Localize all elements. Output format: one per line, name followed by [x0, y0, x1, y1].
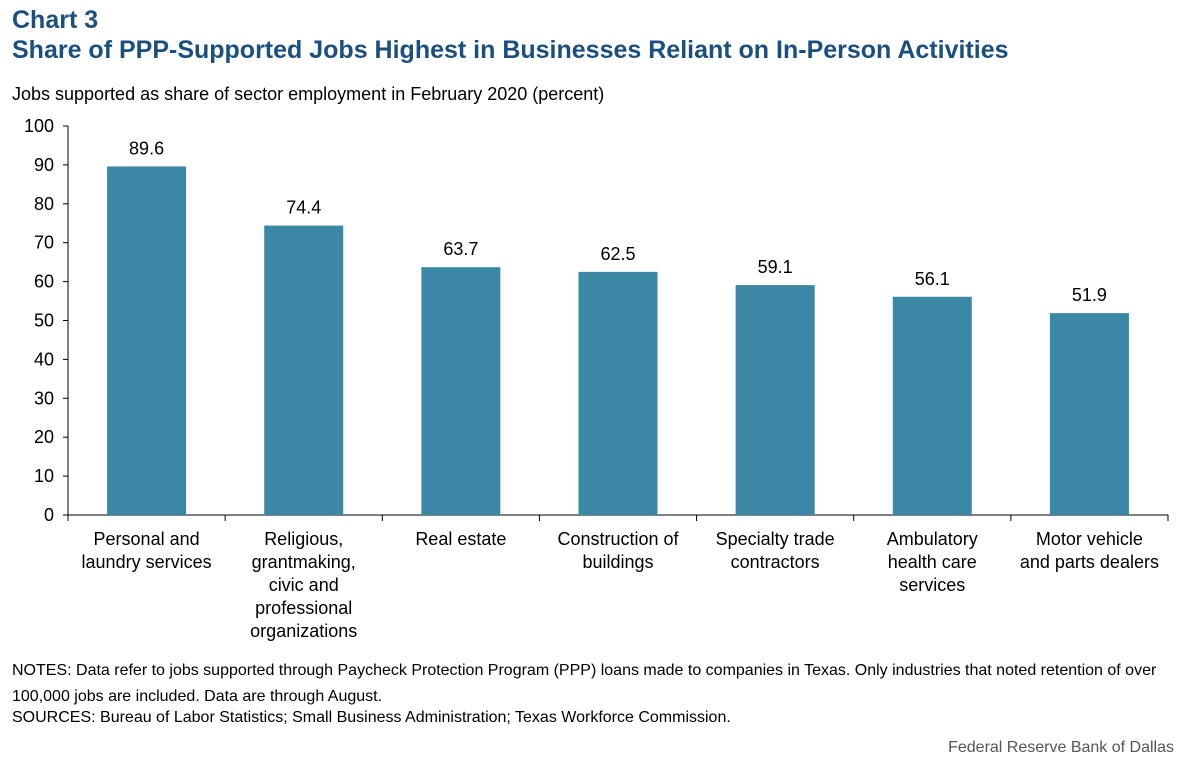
y-tick-label: 0 — [44, 505, 54, 525]
chart-subtitle: Jobs supported as share of sector employ… — [12, 84, 605, 104]
bar-value-label: 51.9 — [1072, 285, 1107, 305]
bar — [892, 296, 972, 515]
bar — [421, 267, 501, 515]
category-label: Real estate — [415, 529, 506, 549]
y-tick-label: 90 — [34, 155, 54, 175]
category-label: Ambulatory health care services — [887, 529, 978, 595]
bar — [1049, 313, 1129, 515]
notes-text: NOTES: Data refer to jobs supported thro… — [12, 662, 1157, 705]
bar-value-label: 62.5 — [600, 244, 635, 264]
bar — [264, 225, 344, 516]
category-label: Construction of buildings — [557, 529, 679, 572]
bar-value-label: 74.4 — [286, 198, 321, 218]
category-label: Personal and laundry services — [82, 529, 212, 572]
y-tick-label: 100 — [24, 116, 54, 136]
bar — [578, 271, 658, 515]
category-label: Religious, grantmaking, civic and professio… — [250, 529, 357, 641]
y-tick-label: 20 — [34, 427, 54, 447]
y-tick-label: 70 — [34, 233, 54, 253]
chart-title: Share of PPP-Supported Jobs Highest in B… — [12, 36, 1009, 64]
bar-value-label: 59.1 — [758, 257, 793, 277]
sources-text: SOURCES: Bureau of Labor Statistics; Sma… — [12, 709, 731, 726]
y-tick-label: 30 — [34, 388, 54, 408]
bar-chart: 0 10 20 30 40 50 60 70 80 90 100 89.6 Personal and la… — [24, 116, 1169, 641]
bar — [107, 166, 187, 515]
bar-value-label: 56.1 — [915, 269, 950, 289]
bar-value-label: 63.7 — [443, 239, 478, 259]
y-tick-label: 80 — [34, 194, 54, 214]
bar-value-label: 89.6 — [129, 138, 164, 158]
y-tick-label: 50 — [34, 311, 54, 331]
category-label: Motor vehicle and parts dealers — [1020, 529, 1159, 572]
y-tick-label: 10 — [34, 466, 54, 486]
bar — [735, 285, 815, 515]
y-tick-label: 40 — [34, 349, 54, 369]
footer-credit: Federal Reserve Bank of Dallas — [948, 739, 1174, 756]
chart-number: Chart 3 — [12, 6, 99, 34]
y-tick-label: 60 — [34, 272, 54, 292]
category-label: Specialty trade contractors — [716, 529, 835, 572]
